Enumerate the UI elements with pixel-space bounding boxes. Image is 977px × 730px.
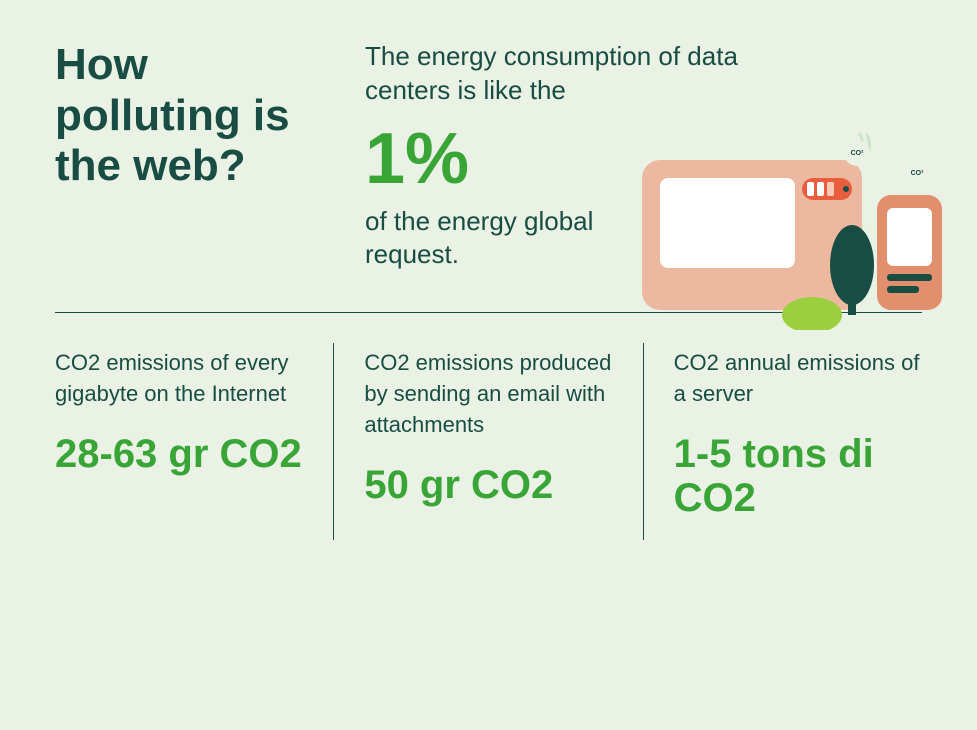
stats-row: CO2 emissions of every gigabyte on the I…: [55, 343, 922, 540]
hero-tail-text: of the energy global request.: [365, 205, 645, 273]
stat-value: 28-63 gr CO2: [55, 432, 303, 476]
co2-badge-icon: CO²: [904, 160, 930, 186]
co2-badge-icon: CO²: [844, 140, 870, 166]
stat-value: 50 gr CO2: [364, 463, 612, 507]
stat-card: CO2 emissions of every gigabyte on the I…: [55, 343, 333, 540]
stat-value: 1-5 tons di CO2: [674, 432, 922, 520]
stat-label: CO2 emissions produced by sending an ema…: [364, 348, 612, 440]
stat-label: CO2 emissions of every gigabyte on the I…: [55, 348, 303, 410]
stat-card: CO2 annual emissions of a server 1-5 ton…: [644, 343, 922, 540]
stat-card: CO2 emissions produced by sending an ema…: [334, 343, 642, 540]
devices-illustration: [642, 130, 942, 330]
illustration: CO² CO²: [642, 130, 942, 330]
stat-label: CO2 annual emissions of a server: [674, 348, 922, 410]
top-section: How polluting is the web? The energy con…: [55, 40, 922, 302]
page-title: How polluting is the web?: [55, 40, 335, 192]
hero-block: The energy consumption of data centers i…: [365, 40, 922, 272]
hero-lead-text: The energy consumption of data centers i…: [365, 40, 765, 108]
